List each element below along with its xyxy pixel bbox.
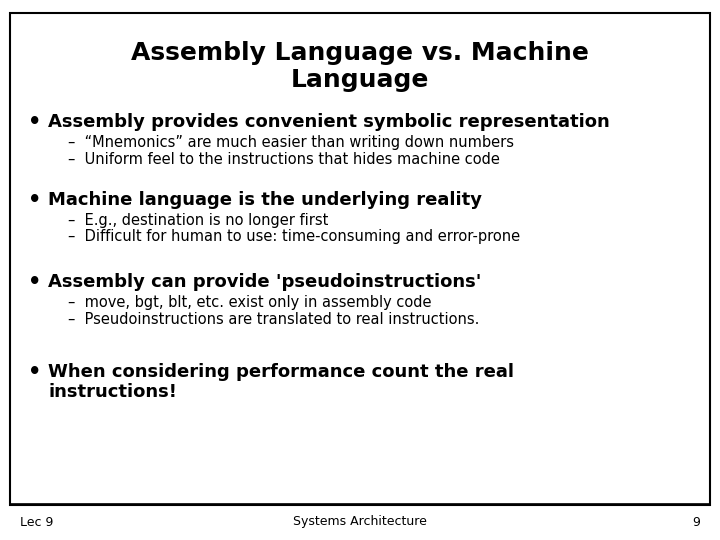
Text: 9: 9 <box>692 516 700 529</box>
Text: Lec 9: Lec 9 <box>20 516 53 529</box>
Text: Systems Architecture: Systems Architecture <box>293 516 427 529</box>
Text: Assembly provides convenient symbolic representation: Assembly provides convenient symbolic re… <box>48 113 610 131</box>
Text: –  “Mnemonics” are much easier than writing down numbers: – “Mnemonics” are much easier than writi… <box>68 134 514 150</box>
Text: •: • <box>28 362 41 382</box>
Text: Language: Language <box>291 68 429 92</box>
Text: •: • <box>28 190 41 210</box>
Text: When considering performance count the real: When considering performance count the r… <box>48 363 514 381</box>
Text: Assembly Language vs. Machine: Assembly Language vs. Machine <box>131 41 589 65</box>
Text: –  move, bgt, blt, etc. exist only in assembly code: – move, bgt, blt, etc. exist only in ass… <box>68 294 431 309</box>
Text: –  E.g., destination is no longer first: – E.g., destination is no longer first <box>68 213 328 227</box>
Text: instructions!: instructions! <box>48 383 177 401</box>
Text: –  Difficult for human to use: time-consuming and error-prone: – Difficult for human to use: time-consu… <box>68 230 520 245</box>
Text: •: • <box>28 112 41 132</box>
Text: •: • <box>28 272 41 292</box>
Text: Machine language is the underlying reality: Machine language is the underlying reali… <box>48 191 482 209</box>
Text: Assembly can provide 'pseudoinstructions': Assembly can provide 'pseudoinstructions… <box>48 273 482 291</box>
Text: –  Pseudoinstructions are translated to real instructions.: – Pseudoinstructions are translated to r… <box>68 312 480 327</box>
Text: –  Uniform feel to the instructions that hides machine code: – Uniform feel to the instructions that … <box>68 152 500 166</box>
